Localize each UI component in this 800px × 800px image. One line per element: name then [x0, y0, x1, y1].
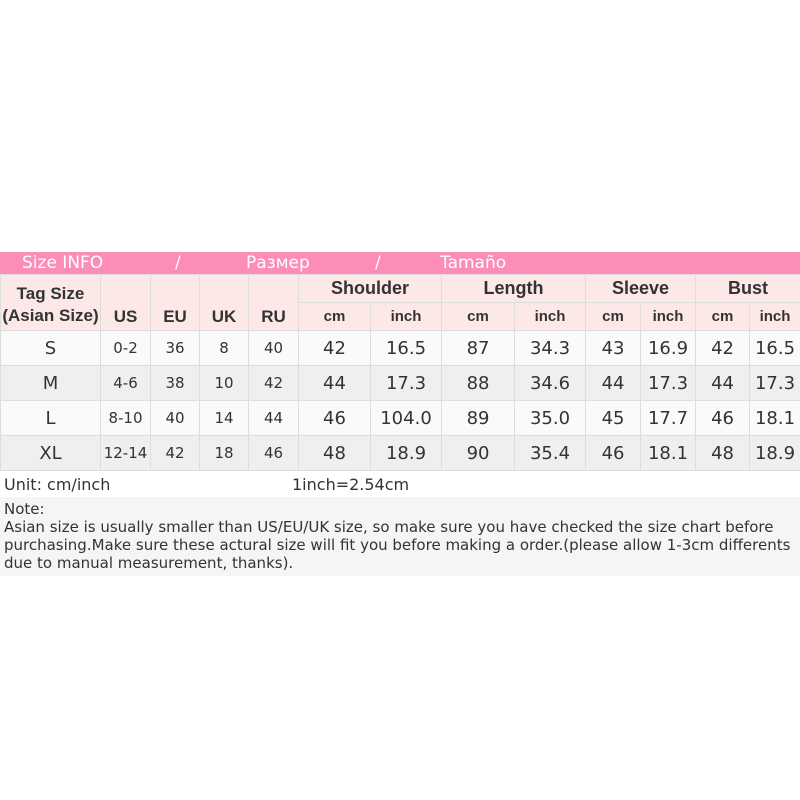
measurement-cell: 45: [585, 400, 642, 436]
us-cell: 4-6: [100, 365, 151, 401]
uk-cell: 18: [199, 435, 249, 471]
header-ru: RU: [248, 274, 299, 331]
measurement-cell: 35.0: [514, 400, 587, 436]
measurement-cell: 44: [695, 365, 751, 401]
header-cm: cm: [441, 302, 516, 331]
eu-cell: 38: [150, 365, 200, 401]
measurement-cell: 87: [441, 330, 516, 366]
note-title: Note:: [4, 500, 45, 518]
measurement-cell: 17.3: [749, 365, 800, 401]
header-sleeve: Sleeve: [585, 274, 697, 303]
us-cell: 0-2: [100, 330, 151, 366]
size-table: Tag Size (Asian Size) US EU UK RU Shoulde…: [0, 274, 800, 471]
tag-size-sub-label: (Asian Size): [2, 306, 99, 325]
ru-cell: 40: [248, 330, 299, 366]
measurement-cell: 34.6: [514, 365, 587, 401]
note-text: Asian size is usually smaller than US/EU…: [4, 518, 791, 572]
ru-cell: 44: [248, 400, 299, 436]
measurement-cell: 18.1: [749, 400, 800, 436]
uk-cell: 14: [199, 400, 249, 436]
table-row: XL 12-14 42 18 46 48 18.9 90 35.4 46 18.1 48 18.9: [0, 435, 800, 471]
measurement-cell: 18.9: [369, 435, 443, 471]
size-chart: Size INFO / Размер / Tamaño Tag Size (Asi…: [0, 252, 800, 576]
header-cm: cm: [298, 302, 371, 331]
measurement-cell: 44: [585, 365, 642, 401]
header-tag-size: Tag Size (Asian Size): [0, 274, 101, 331]
header-bust: Bust: [695, 274, 800, 303]
ru-cell: 46: [248, 435, 299, 471]
size-cell: XL: [0, 435, 101, 471]
measurement-cell: 42: [695, 330, 751, 366]
measurement-cell: 17.3: [369, 365, 443, 401]
banner-title-ru: Размер: [246, 253, 310, 273]
ru-cell: 42: [248, 365, 299, 401]
note-section: Note: Asian size is usually smaller than…: [0, 497, 800, 576]
us-cell: 12-14: [100, 435, 151, 471]
header-inch: inch: [369, 302, 443, 331]
table-row: S 0-2 36 8 40 42 16.5 87 34.3 43 16.9 42 16.5: [0, 330, 800, 366]
header-inch: inch: [640, 302, 697, 331]
banner-title-es: Tamaño: [440, 253, 507, 273]
measurement-cell: 17.3: [640, 365, 697, 401]
header-us: US: [100, 274, 151, 331]
banner-separator: /: [375, 253, 381, 273]
size-cell: S: [0, 330, 101, 366]
table-row: M 4-6 38 10 42 44 17.3 88 34.6 44 17.3 44 17.3: [0, 365, 800, 401]
measurement-cell: 46: [298, 400, 371, 436]
measurement-cell: 48: [298, 435, 371, 471]
header-cm: cm: [695, 302, 751, 331]
measurement-cell: 16.9: [640, 330, 697, 366]
header-shoulder: Shoulder: [297, 274, 443, 303]
banner-title-en: Size INFO: [22, 253, 104, 273]
measurement-cell: 16.5: [749, 330, 800, 366]
eu-cell: 36: [150, 330, 200, 366]
tag-size-label: Tag Size: [16, 284, 85, 303]
measurement-cell: 34.3: [514, 330, 587, 366]
measurement-cell: 104.0: [369, 400, 443, 436]
unit-row: Unit: cm/inch 1inch=2.54cm: [0, 471, 800, 497]
header-eu: EU: [150, 274, 200, 331]
eu-cell: 42: [150, 435, 200, 471]
measurement-cell: 35.4: [514, 435, 587, 471]
uk-cell: 10: [199, 365, 249, 401]
header-inch: inch: [514, 302, 587, 331]
measurement-cell: 46: [585, 435, 642, 471]
header-length: Length: [441, 274, 587, 303]
eu-cell: 40: [150, 400, 200, 436]
measurement-cell: 42: [298, 330, 371, 366]
measurement-cell: 16.5: [369, 330, 443, 366]
measurement-cell: 46: [695, 400, 751, 436]
size-cell: M: [0, 365, 101, 401]
conversion-label: 1inch=2.54cm: [292, 475, 410, 494]
measurement-cell: 89: [441, 400, 516, 436]
us-cell: 8-10: [100, 400, 151, 436]
header-inch: inch: [749, 302, 800, 331]
measurement-cell: 44: [298, 365, 371, 401]
uk-cell: 8: [199, 330, 249, 366]
measurement-cell: 43: [585, 330, 642, 366]
measurement-cell: 48: [695, 435, 751, 471]
measurement-cell: 90: [441, 435, 516, 471]
header-cm: cm: [585, 302, 642, 331]
header-uk: UK: [199, 274, 249, 331]
unit-label: Unit: cm/inch: [4, 475, 111, 494]
measurement-cell: 18.9: [749, 435, 800, 471]
measurement-cell: 17.7: [640, 400, 697, 436]
size-info-banner: Size INFO / Размер / Tamaño: [0, 252, 800, 274]
measurement-cell: 88: [441, 365, 516, 401]
table-row: L 8-10 40 14 44 46 104.0 89 35.0 45 17.7 46 18.1: [0, 400, 800, 436]
banner-separator: /: [175, 253, 181, 273]
measurement-cell: 18.1: [640, 435, 697, 471]
size-cell: L: [0, 400, 101, 436]
